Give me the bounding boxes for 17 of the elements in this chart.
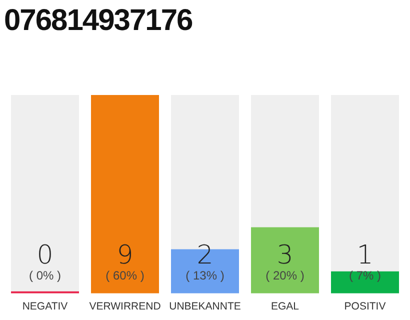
chart-title: 076814937176 — [4, 4, 192, 38]
annotation: ( 20% ) — [266, 268, 304, 282]
annotation: ( 13% ) — [186, 268, 224, 282]
x-tick-label: NEGATIV — [22, 300, 68, 313]
data-label: 0 — [36, 240, 54, 270]
x-tick-label: UNBEKANNTE — [169, 300, 241, 313]
data-label: 9 — [116, 240, 134, 270]
x-tick-label: VERWIRREND — [89, 300, 162, 313]
x-tick-label: EGAL — [270, 300, 300, 313]
data-label: 1 — [356, 240, 374, 270]
bar — [331, 271, 399, 294]
annotation: ( 0% ) — [28, 268, 62, 282]
x-tick-label: POSITIV — [344, 300, 386, 313]
data-label: 3 — [276, 240, 294, 270]
annotation: ( 7% ) — [348, 268, 382, 282]
annotation: ( 60% ) — [106, 268, 144, 282]
data-label: 2 — [196, 240, 214, 270]
